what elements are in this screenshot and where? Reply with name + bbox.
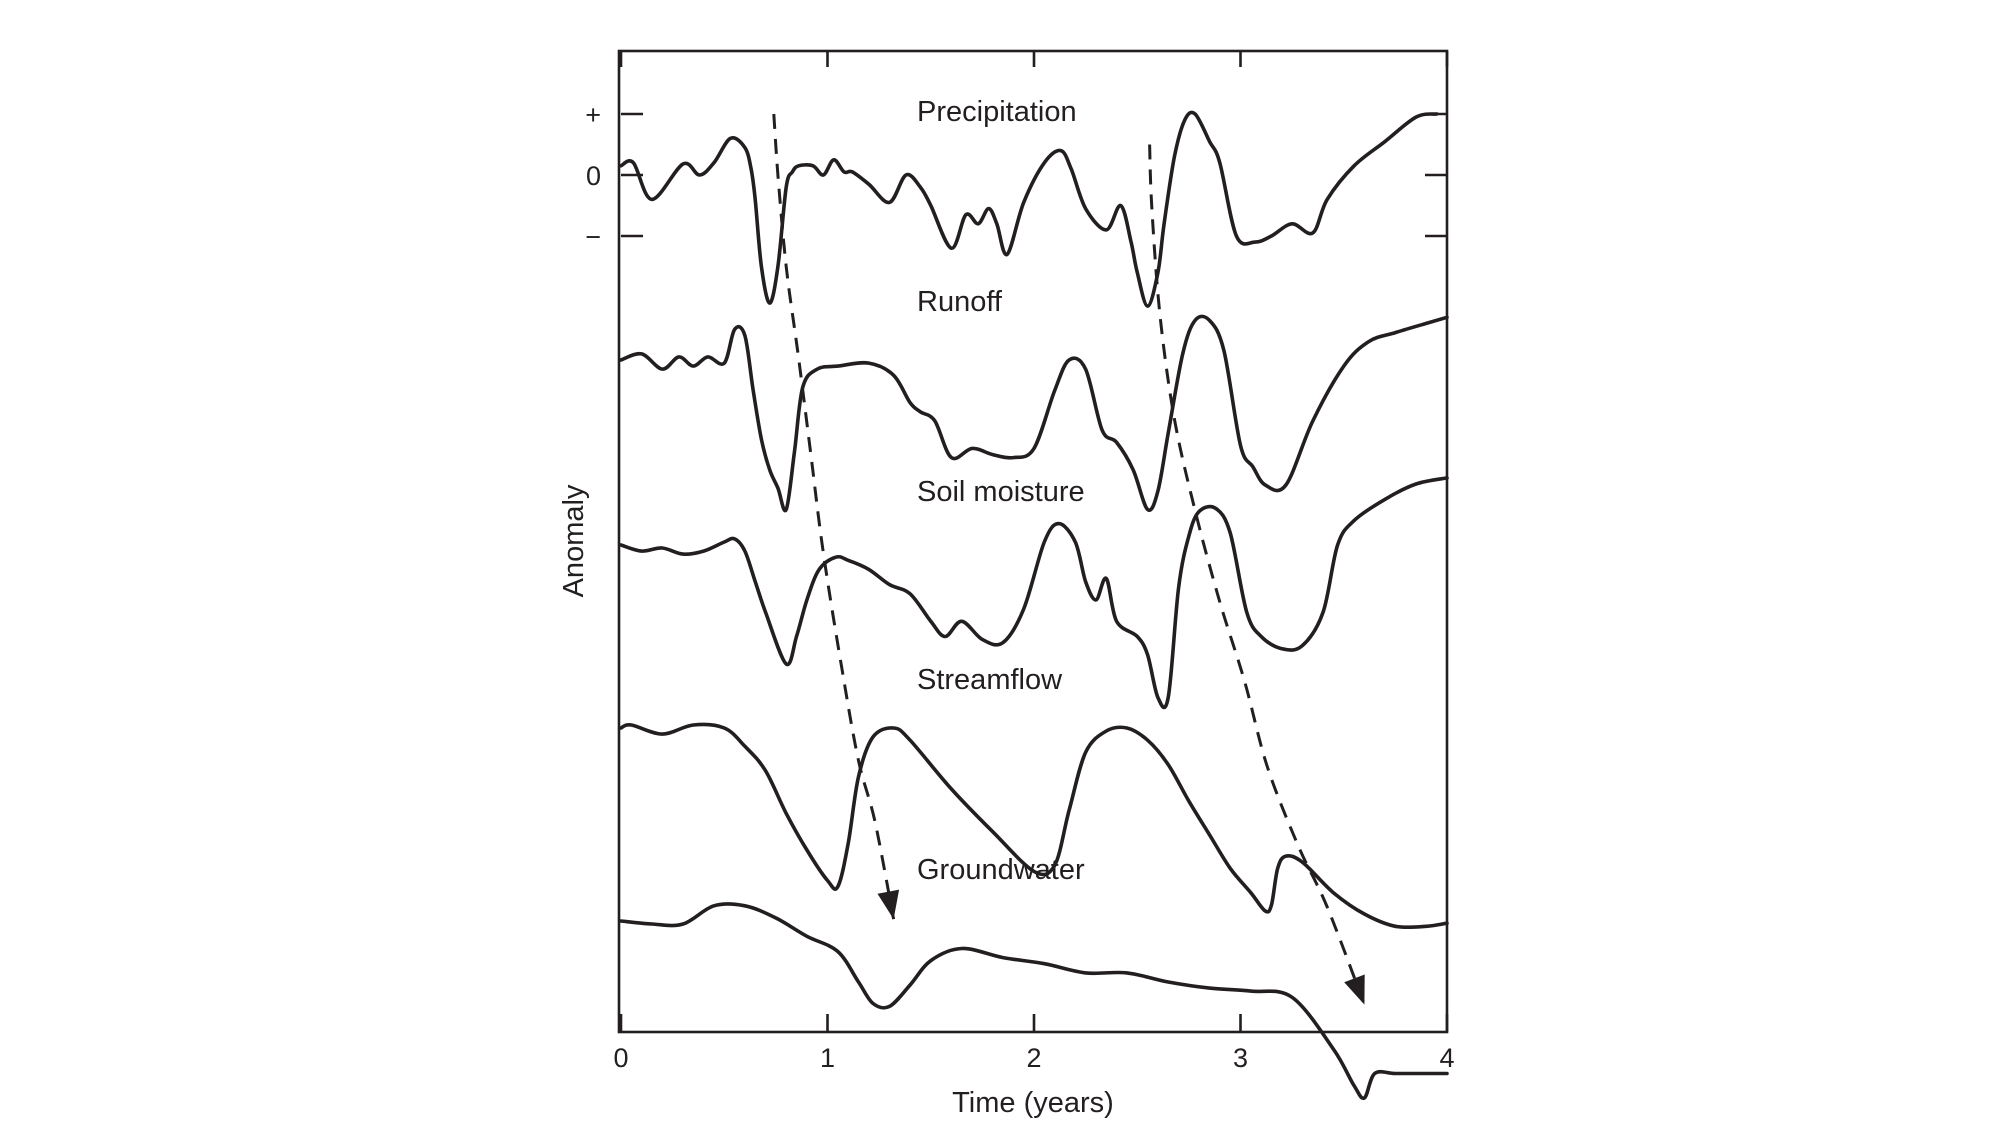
x-tick-label-3: 3 xyxy=(1233,1043,1248,1073)
precipitation-label: Precipitation xyxy=(917,96,1077,128)
groundwater-label: Groundwater xyxy=(917,854,1085,886)
precipitation-curve xyxy=(619,110,1439,308)
y-axis-label: Anomaly xyxy=(558,484,590,597)
series-labels: Precipitation Runoff Soil moisture Streamfl… xyxy=(917,96,1085,886)
x-tick-label-2: 2 xyxy=(1026,1043,1041,1073)
runoff-label: Runoff xyxy=(917,286,1003,318)
lag-arrow-head-1 xyxy=(877,889,900,920)
x-tick-label-4: 4 xyxy=(1439,1043,1454,1073)
x-axis-ticks: 0 1 2 3 4 xyxy=(613,51,1455,1073)
soil-moisture-label: Soil moisture xyxy=(917,476,1085,508)
x-tick-label-0: 0 xyxy=(613,1043,628,1073)
streamflow-curve xyxy=(619,722,1449,930)
runoff-curve xyxy=(619,314,1449,513)
streamflow-label: Streamflow xyxy=(917,664,1063,696)
y-tick-label-2: − xyxy=(585,222,601,252)
y-tick-label-1: 0 xyxy=(586,161,601,191)
soil-moisture-curve xyxy=(619,476,1449,710)
lag-arrow-2 xyxy=(1148,144,1366,1006)
x-axis-label: Time (years) xyxy=(952,1087,1114,1119)
lag-arrow-head-2 xyxy=(1344,974,1365,1005)
lag-arrows xyxy=(772,113,1366,1006)
y-tick-label-0: + xyxy=(585,100,601,130)
lag-arrow-1 xyxy=(772,113,896,920)
x-tick-label-1: 1 xyxy=(820,1043,835,1073)
groundwater-curve xyxy=(619,902,1449,1101)
series-curves xyxy=(619,110,1449,1101)
